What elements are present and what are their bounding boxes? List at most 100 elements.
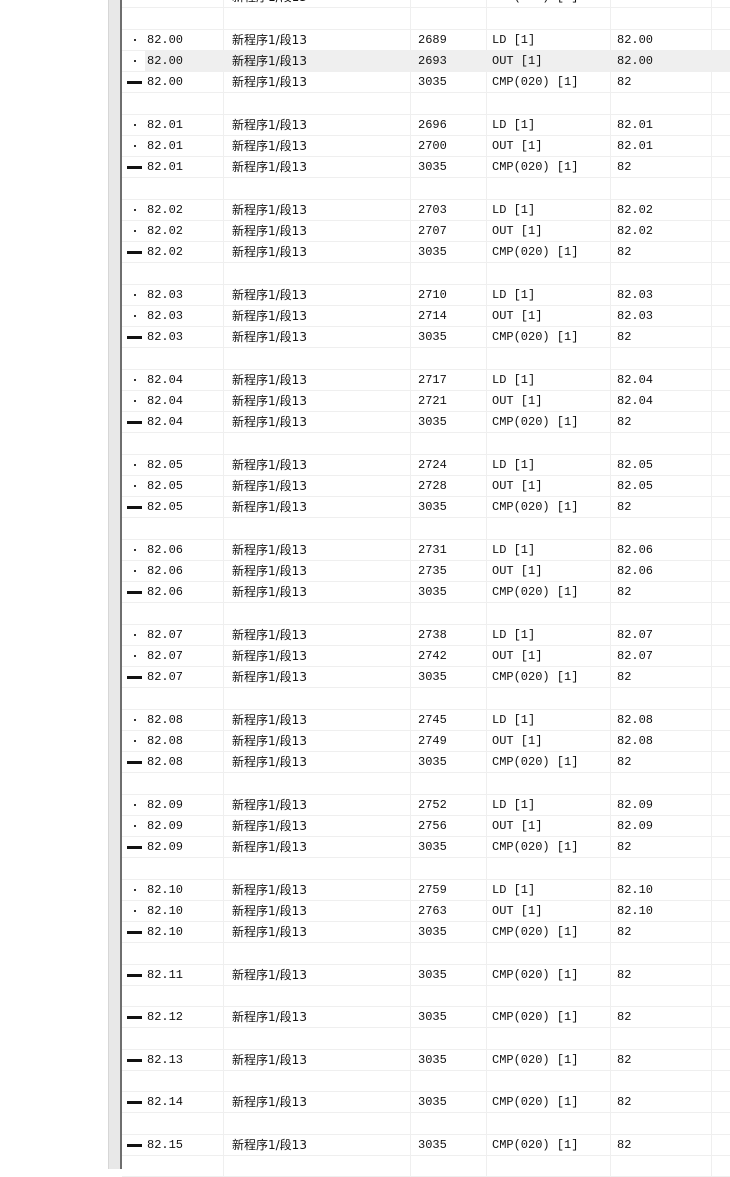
row-icon-cell [122, 51, 145, 71]
program-cell: 新程序1/段13 [224, 1092, 411, 1113]
blank-row [122, 858, 730, 880]
address-cell [145, 858, 224, 879]
address-cell: 82.04 [145, 390, 224, 411]
address-cell [145, 433, 224, 454]
row-icon-cell [122, 242, 145, 262]
table-row[interactable]: 82.10 新程序1/段13 3035 CMP(020) [1] 82 [122, 922, 730, 944]
step-cell: 3035 [411, 1049, 487, 1070]
instruction-cell: CMP(020) [1] [487, 667, 611, 688]
table-row[interactable]: 82.00 新程序1/段13 2693 OUT [1] 82.00 [122, 50, 730, 72]
table-row[interactable]: 82.02 新程序1/段13 2703 LD [1] 82.02 [122, 199, 730, 221]
table-row[interactable]: 82.07 新程序1/段13 3035 CMP(020) [1] 82 [122, 667, 730, 689]
table-row[interactable]: 82.05 新程序1/段13 3035 CMP(020) [1] 82 [122, 497, 730, 519]
blank-row [122, 433, 730, 455]
operand-cell: 82.00 [611, 50, 712, 71]
table-row[interactable]: 82.03 新程序1/段13 3035 CMP(020) [1] 82 [122, 327, 730, 349]
table-row[interactable]: 82.08 新程序1/段13 2745 LD [1] 82.08 [122, 709, 730, 731]
instruction-cell: OUT [1] [487, 220, 611, 241]
left-panel-splitter[interactable] [108, 0, 121, 1169]
table-row[interactable]: 82.11 新程序1/段13 3035 CMP(020) [1] 82 [122, 964, 730, 986]
address-cell: 82.06 [145, 582, 224, 603]
table-row[interactable]: 82.09 新程序1/段13 2752 LD [1] 82.09 [122, 794, 730, 816]
address-cell: 82.07 [145, 667, 224, 688]
address-cell: 82.11 [145, 964, 224, 985]
row-icon-cell [122, 880, 145, 900]
program-cell: 新程序1/段13 [224, 29, 411, 50]
operand-cell: 82 [611, 72, 712, 93]
table-row[interactable]: 82.08 新程序1/段13 3035 CMP(020) [1] 82 [122, 752, 730, 774]
table-row[interactable]: 82.13 新程序1/段13 3035 CMP(020) [1] 82 [122, 1049, 730, 1071]
operand-cell: 82.01 [611, 135, 712, 156]
table-row[interactable]: 82.03 新程序1/段13 2714 OUT [1] 82.03 [122, 305, 730, 327]
table-row[interactable]: 82.01 新程序1/段13 2696 LD [1] 82.01 [122, 114, 730, 136]
step-cell [411, 858, 487, 879]
step-cell: 3035 [411, 0, 487, 8]
table-row[interactable]: 82.07 新程序1/段13 2742 OUT [1] 82.07 [122, 645, 730, 667]
table-row[interactable]: 82.01 新程序1/段13 2700 OUT [1] 82.01 [122, 135, 730, 157]
extra-cell [712, 795, 730, 815]
table-row[interactable]: 82.06 新程序1/段13 2735 OUT [1] 82.06 [122, 560, 730, 582]
table-row[interactable]: 82.10 新程序1/段13 2763 OUT [1] 82.10 [122, 900, 730, 922]
table-row[interactable]: 82.14 新程序1/段13 3035 CMP(020) [1] 82 [122, 1092, 730, 1114]
row-icon-cell [122, 965, 145, 985]
row-icon-cell [122, 1050, 145, 1070]
row-icon-cell [122, 518, 145, 538]
table-row[interactable]: 82.00 新程序1/段13 2689 LD [1] 82.00 [122, 29, 730, 51]
table-row[interactable]: 82.01 新程序1/段13 3035 CMP(020) [1] 82 [122, 157, 730, 179]
operand-cell: 82.02 [611, 199, 712, 220]
row-icon-cell [122, 667, 145, 687]
step-cell: 3035 [411, 582, 487, 603]
table-row[interactable]: 82.00 新程序1/段13 3035 CMP(020) [1] 82 [122, 72, 730, 94]
extra-cell [712, 1156, 730, 1176]
table-row[interactable]: 82.06 新程序1/段13 3035 CMP(020) [1] 82 [122, 582, 730, 604]
operand-cell: 82.04 [611, 390, 712, 411]
table-row[interactable]: 82.09 新程序1/段13 3035 CMP(020) [1] 82 [122, 837, 730, 859]
instruction-cell: CMP(020) [1] [487, 1007, 611, 1028]
table-row[interactable]: 82.08 新程序1/段13 2749 OUT [1] 82.08 [122, 730, 730, 752]
operand-cell: 82.03 [611, 284, 712, 305]
program-cell: 新程序1/段13 [224, 1134, 411, 1155]
table-row[interactable]: 82.04 新程序1/段13 2721 OUT [1] 82.04 [122, 390, 730, 412]
extra-cell [712, 8, 730, 28]
extra-cell [712, 0, 730, 7]
row-icon-cell [122, 646, 145, 666]
table-row[interactable]: 82.15 新程序1/段13 3035 CMP(020) [1] 82 [122, 1134, 730, 1156]
extra-cell [712, 1007, 730, 1027]
table-row[interactable]: 82.03 新程序1/段13 2710 LD [1] 82.03 [122, 284, 730, 306]
blank-row [122, 178, 730, 200]
instruction-cell: OUT [1] [487, 730, 611, 751]
table-row[interactable]: 82.09 新程序1/段13 2756 OUT [1] 82.09 [122, 815, 730, 837]
extra-cell [712, 263, 730, 283]
table-row[interactable]: 82.10 新程序1/段13 2759 LD [1] 82.10 [122, 879, 730, 901]
row-icon-cell [122, 455, 145, 475]
step-cell [411, 433, 487, 454]
operand-cell [611, 8, 712, 29]
dash-icon [127, 506, 142, 509]
row-icon-cell [122, 327, 145, 347]
table-row[interactable]: 82.04 新程序1/段13 3035 CMP(020) [1] 82 [122, 412, 730, 434]
table-row[interactable]: 82.02 新程序1/段13 2707 OUT [1] 82.02 [122, 220, 730, 242]
dot-icon [134, 59, 136, 62]
row-icon-cell [122, 0, 145, 7]
table-row[interactable]: 82.05 新程序1/段13 2724 LD [1] 82.05 [122, 454, 730, 476]
table-row[interactable]: 82.04 新程序1/段13 2717 LD [1] 82.04 [122, 369, 730, 391]
instruction-cell: CMP(020) [1] [487, 72, 611, 93]
extra-cell [712, 306, 730, 326]
table-row[interactable]: 82.06 新程序1/段13 2731 LD [1] 82.06 [122, 539, 730, 561]
table-row[interactable]: 82.12 新程序1/段13 3035 CMP(020) [1] 82 [122, 1007, 730, 1029]
address-cell: 82.13 [145, 1049, 224, 1070]
table-row[interactable]: 82.07 新程序1/段13 2738 LD [1] 82.07 [122, 624, 730, 646]
table-row[interactable]: 82.02 新程序1/段13 3035 CMP(020) [1] 82 [122, 242, 730, 264]
row-icon-cell [122, 221, 145, 241]
address-cell: 82.04 [145, 412, 224, 433]
dot-icon [134, 399, 136, 402]
table-row[interactable]: 82.05 新程序1/段13 2728 OUT [1] 82.05 [122, 475, 730, 497]
program-cell: 新程序1/段13 [224, 1007, 411, 1028]
step-cell: 3035 [411, 1007, 487, 1028]
instruction-cell: LD [1] [487, 794, 611, 815]
instruction-cell: LD [1] [487, 29, 611, 50]
instruction-cell [487, 1028, 611, 1049]
address-cell: 82 [145, 0, 224, 8]
operand-cell: 82 [611, 1049, 712, 1070]
